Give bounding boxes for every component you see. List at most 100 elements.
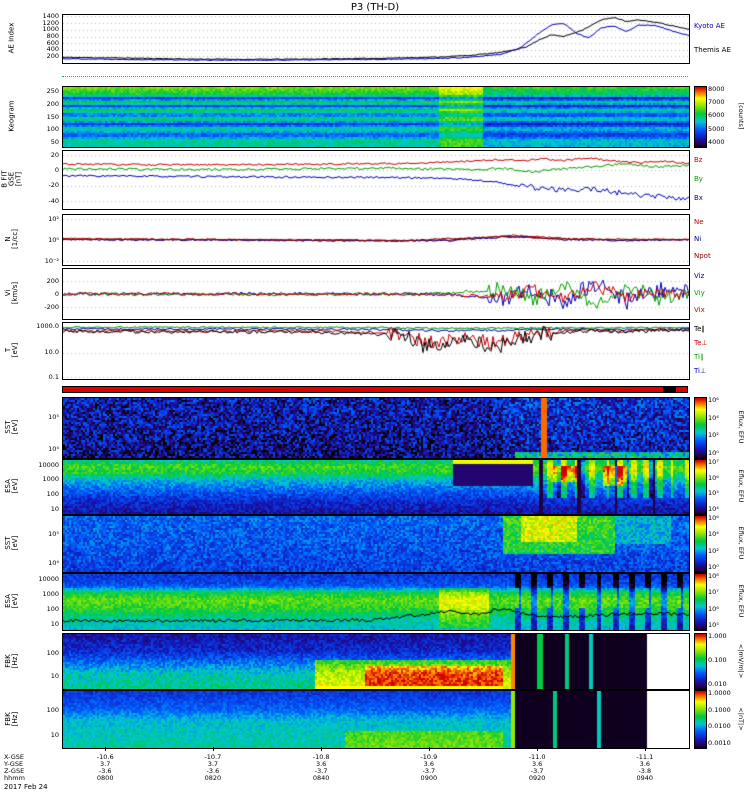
panel-keogram	[62, 86, 690, 148]
colorbar-unit-esa_ions: Eflux, EFU	[737, 469, 745, 503]
panel-density	[62, 214, 690, 266]
ylabel-sst_ions: SST [eV]	[4, 419, 19, 435]
axis-row-label-Y-GSE: Y-GSE	[4, 760, 24, 768]
axis-value-Y-GSE-3: 3.6	[423, 760, 434, 768]
axis-value-Y-GSE-5: 3.6	[639, 760, 650, 768]
axis-value-hhmm-5: 0940	[636, 774, 654, 782]
axis-value-Y-GSE-1: 3.7	[207, 760, 219, 768]
ylabel-esa_electrons: ESA [eV]	[4, 593, 19, 609]
colorbar-tick: 0.0010	[708, 738, 731, 747]
colorbar-tick: 0.010	[708, 680, 727, 689]
ytick-label: 20	[50, 150, 59, 159]
ytick-label: 600	[46, 38, 59, 47]
series-label-density-2: Npot	[694, 251, 711, 260]
panel-esa_ions	[62, 459, 690, 515]
ytick-label: 10.0	[44, 348, 59, 357]
colorbar-unit-keogram: [counts]	[737, 102, 745, 130]
panel-fbk_e	[62, 633, 690, 690]
x-tick-mark	[105, 747, 107, 751]
ylabel-ae: AE Index	[7, 22, 16, 54]
ytick-label: 50	[50, 137, 59, 146]
colorbar-tick: 10⁵	[708, 489, 719, 498]
ylabel-keogram: Keogram	[7, 100, 16, 132]
colorbar-tick: 10⁶	[708, 395, 719, 404]
colorbar-sst_electrons	[694, 515, 707, 573]
ylabel-fbk_e: FBK [Hz]	[4, 653, 19, 668]
ytick-label: 10	[50, 620, 59, 629]
colorbar-unit-esa_electrons: Eflux, EFU	[737, 584, 745, 618]
series-label-velocity-2: Vix	[694, 305, 705, 314]
colorbar-fbk_e	[694, 633, 707, 690]
ytick-label: 1200	[42, 18, 59, 27]
ytick-label: 400	[46, 45, 59, 54]
ytick-label: 100	[46, 648, 59, 657]
plot-title: P3 (TH-D)	[350, 2, 400, 13]
series-label-density-1: Ni	[694, 235, 702, 243]
axis-value-hhmm-3: 0900	[420, 774, 438, 782]
ylabel-fbk_b: FBK [Hz]	[4, 711, 19, 726]
colorbar-tick: 10²	[708, 431, 719, 440]
axis-row-label-Z-GSE: Z-GSE	[4, 767, 25, 775]
ytick-label: 800	[46, 32, 59, 41]
series-label-bfield-0: Bz	[694, 155, 703, 164]
axis-value-hhmm-1: 0820	[204, 774, 222, 782]
ytick-label: 10	[50, 672, 59, 681]
axis-value-X-GSE-1: -10.7	[204, 753, 222, 761]
panel-velocity	[62, 268, 690, 320]
axis-value-Y-GSE-0: 3.7	[100, 760, 111, 768]
series-label-temperature-1: Te⊥	[694, 339, 708, 347]
colorbar-tick: 10⁸	[708, 571, 719, 580]
ytick-label: 1000	[42, 475, 59, 484]
series-label-temperature-2: Ti∥	[694, 353, 704, 361]
band-segment	[663, 387, 676, 392]
colorbar-tick: 10⁴	[708, 530, 719, 539]
colorbar-tick: 10⁴	[708, 505, 719, 514]
axis-value-X-GSE-2: -10.8	[312, 753, 330, 761]
axis-value-Z-GSE-0: -3.6	[98, 767, 112, 775]
axis-value-X-GSE-4: -11.0	[528, 753, 546, 761]
colorbar-tick: 7000	[708, 98, 725, 107]
ytick-label: 10	[50, 730, 59, 739]
ytick-label: 10⁴	[48, 559, 59, 568]
series-label-bfield-2: Bx	[694, 194, 703, 203]
axis-value-Z-GSE-5: -3.8	[638, 767, 652, 775]
colorbar-unit-sst_ions: Eflux, EFU	[737, 410, 745, 444]
band-segment	[63, 387, 687, 392]
ytick-label: -40	[48, 196, 59, 205]
axis-row-label-X-GSE: X-GSE	[4, 753, 24, 761]
ylabel-sst_electrons: SST [eV]	[4, 535, 19, 551]
x-tick-mark	[321, 747, 323, 751]
ylabel-density: N [1/cc]	[4, 229, 19, 249]
x-tick-mark	[537, 747, 539, 751]
colorbar-tick: 10⁴	[708, 413, 719, 422]
ytick-label: -20	[48, 181, 59, 190]
ytick-label: 0	[54, 289, 59, 298]
date-label: 2017 Feb 24	[4, 783, 48, 791]
colorbar-tick: 0.100	[708, 655, 727, 664]
colorbar-tick: 10⁵	[708, 621, 719, 630]
colorbar-tick: 1.000	[708, 631, 727, 640]
ytick-label: 250	[46, 87, 59, 96]
axis-value-Y-GSE-2: 3.6	[315, 760, 327, 768]
panel-sst_electrons	[62, 515, 690, 573]
ytick-label: 200	[46, 51, 59, 60]
colorbar-unit-sst_electrons: Eflux, EFU	[737, 526, 745, 560]
axis-value-X-GSE-5: -11.1	[636, 753, 654, 761]
colorbar-tick: 10⁰	[708, 563, 719, 572]
colorbar-sst_ions	[694, 397, 707, 459]
ytick-label: 10	[50, 504, 59, 513]
colorbar-tick: 4000	[708, 137, 725, 146]
ytick-label: 100	[46, 605, 59, 614]
quality-dotted-line	[62, 76, 688, 77]
series-label-ae-1: Themis AE	[694, 46, 731, 54]
colorbar-tick: 10⁷	[708, 588, 719, 597]
ytick-label: 1000.0	[36, 322, 59, 331]
ytick-label: 100	[46, 125, 59, 134]
ytick-label: 200	[46, 99, 59, 108]
ytick-label: 10²	[48, 214, 59, 223]
axis-value-hhmm-2: 0840	[312, 774, 330, 782]
colorbar-unit-fbk_b: <|nT|>	[737, 706, 745, 731]
axis-value-hhmm-0: 0800	[96, 774, 114, 782]
colorbar-fbk_b	[694, 690, 707, 749]
colorbar-tick: 0.0100	[708, 722, 731, 731]
